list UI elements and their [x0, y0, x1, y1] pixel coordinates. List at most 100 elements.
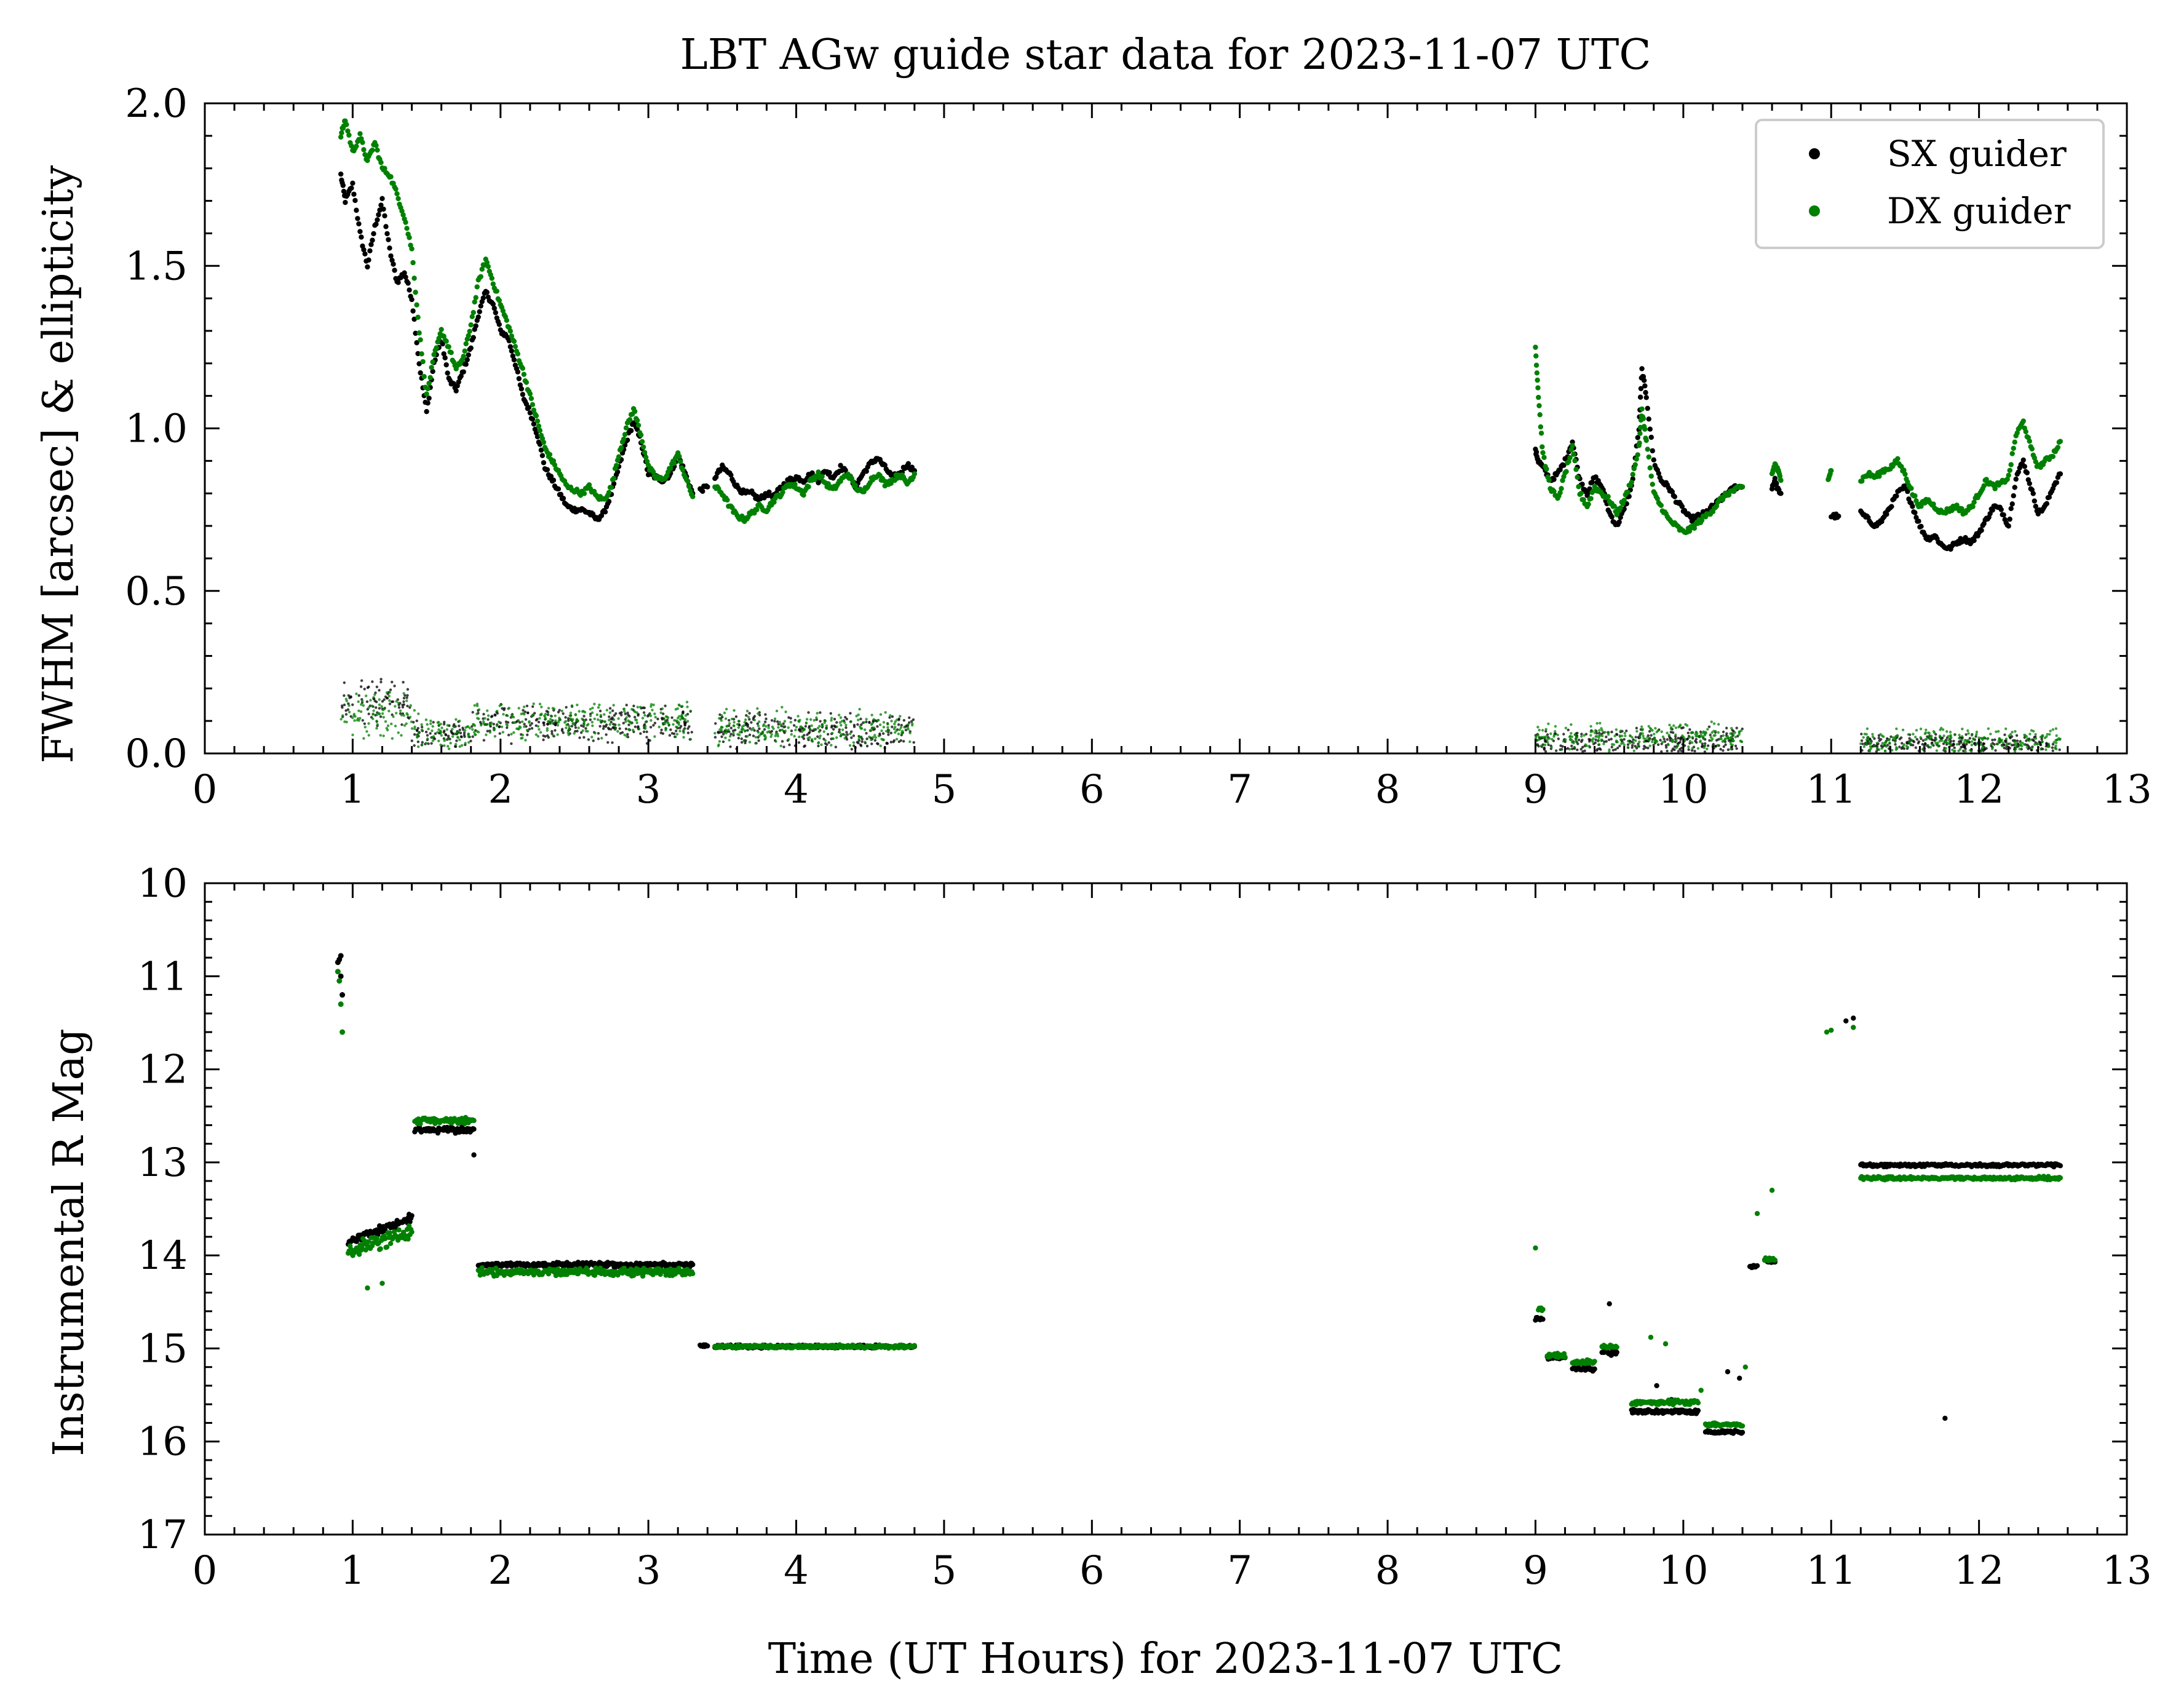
- ellipticity-point-dx: [1642, 740, 1646, 744]
- ellipticity-point-sx: [1963, 745, 1966, 749]
- ellipticity-point-dx: [623, 710, 626, 713]
- ellipticity-point-dx: [1595, 721, 1599, 725]
- ellipticity-point-dx: [1964, 750, 1967, 753]
- ellipticity-point-dx: [758, 734, 761, 737]
- ellipticity-point-dx: [774, 740, 777, 743]
- ellipticity-point-sx: [750, 721, 753, 724]
- ellipticity-point-dx: [1729, 747, 1733, 751]
- mag-point-sx: [409, 1213, 415, 1218]
- ellipticity-point-dx: [532, 702, 535, 705]
- ellipticity-point-dx: [1717, 731, 1720, 734]
- fwhm-point-sx: [1642, 383, 1648, 389]
- ellipticity-point-dx: [385, 691, 389, 694]
- ellipticity-point-dx: [1938, 739, 1942, 743]
- ellipticity-point-sx: [1953, 746, 1956, 750]
- fwhm-point-sx: [827, 470, 832, 475]
- ellipticity-point-dx: [801, 735, 804, 738]
- ellipticity-point-sx: [510, 742, 513, 745]
- ellipticity-point-sx: [838, 728, 841, 731]
- ellipticity-point-dx: [798, 735, 801, 739]
- ellipticity-point-sx: [782, 722, 785, 725]
- fwhm-point-dx: [1635, 452, 1640, 458]
- ellipticity-point-dx: [538, 717, 541, 720]
- fwhm-point-dx: [1533, 344, 1538, 350]
- ellipticity-point-dx: [405, 722, 408, 725]
- ellipticity-point-dx: [565, 726, 568, 729]
- ellipticity-point-sx: [1592, 742, 1595, 745]
- ellipticity-point-sx: [1631, 746, 1634, 749]
- ellipticity-point-dx: [464, 726, 467, 729]
- top-y-axis-label: FWHM [arcsec] & ellipticity: [34, 165, 83, 763]
- ellipticity-point-sx: [1637, 742, 1640, 745]
- ellipticity-point-dx: [405, 699, 408, 702]
- ellipticity-point-dx: [431, 729, 434, 733]
- bottom-y-axis-label: Instrumental R Mag: [45, 1028, 93, 1456]
- ellipticity-point-dx: [1879, 733, 1882, 736]
- fwhm-point-dx: [1877, 474, 1882, 479]
- fwhm-point-sx: [464, 357, 470, 363]
- ellipticity-point-dx: [673, 719, 676, 722]
- ellipticity-point-dx: [1570, 735, 1574, 739]
- ellipticity-point-dx: [771, 725, 774, 729]
- fwhm-point-sx: [2016, 469, 2021, 475]
- ellipticity-point-sx: [770, 719, 774, 722]
- ellipticity-point-dx: [538, 702, 542, 705]
- ellipticity-point-dx: [1668, 723, 1671, 727]
- ellipticity-point-sx: [375, 701, 378, 704]
- ellipticity-point-sx: [1579, 747, 1583, 751]
- ellipticity-point-sx: [528, 728, 531, 731]
- ellipticity-point-dx: [801, 730, 804, 733]
- ellipticity-point-dx: [558, 717, 561, 720]
- ellipticity-point-dx: [767, 726, 770, 729]
- fwhm-point-dx: [419, 351, 424, 357]
- ellipticity-point-sx: [471, 710, 474, 714]
- fwhm-point-sx: [2020, 457, 2026, 463]
- ellipticity-point-sx: [798, 728, 801, 732]
- ellipticity-point-dx: [1990, 742, 1993, 746]
- fwhm-point-dx: [484, 260, 490, 265]
- ellipticity-point-dx: [473, 704, 476, 707]
- ellipticity-point-dx: [820, 723, 824, 726]
- ellipticity-point-dx: [1723, 738, 1726, 742]
- fwhm-point-dx: [500, 308, 506, 314]
- ellipticity-point-dx: [667, 724, 670, 727]
- ellipticity-point-dx: [857, 735, 861, 739]
- ellipticity-point-dx: [653, 712, 656, 715]
- fwhm-point-sx: [381, 206, 386, 212]
- fwhm-point-dx: [780, 490, 785, 495]
- ellipticity-point-sx: [379, 678, 383, 681]
- ellipticity-point-sx: [1537, 745, 1540, 748]
- ellipticity-point-dx: [382, 715, 385, 719]
- fwhm-point-sx: [445, 370, 450, 376]
- ellipticity-point-sx: [560, 729, 564, 733]
- fwhm-point-dx: [462, 348, 467, 354]
- ellipticity-point-sx: [627, 723, 630, 726]
- ellipticity-point-sx: [674, 729, 678, 733]
- ellipticity-point-sx: [1634, 745, 1637, 748]
- fwhm-point-sx: [1963, 534, 1968, 541]
- ellipticity-point-dx: [1564, 726, 1568, 729]
- fwhm-point-sx: [705, 484, 710, 490]
- ellipticity-point-dx: [1569, 737, 1572, 741]
- fwhm-point-dx: [485, 264, 491, 269]
- fwhm-point-sx: [402, 270, 407, 276]
- fwhm-point-sx: [1998, 507, 2004, 512]
- ellipticity-point-dx: [1585, 744, 1588, 747]
- ellipticity-point-sx: [891, 725, 894, 728]
- ellipticity-point-dx: [860, 727, 864, 730]
- ellipticity-point-dx: [616, 730, 619, 733]
- fwhm-point-sx: [2033, 504, 2038, 509]
- ellipticity-point-sx: [346, 708, 350, 711]
- ellipticity-point-dx: [400, 734, 403, 737]
- fwhm-point-dx: [1691, 525, 1698, 531]
- ellipticity-point-sx: [781, 740, 784, 743]
- ellipticity-point-sx: [1679, 738, 1682, 741]
- ellipticity-point-dx: [439, 744, 442, 747]
- ellipticity-point-dx: [370, 704, 373, 707]
- fwhm-point-dx: [504, 317, 509, 324]
- ellipticity-point-dx: [456, 736, 459, 739]
- ellipticity-point-dx: [372, 696, 375, 699]
- ellipticity-point-sx: [1993, 738, 1996, 741]
- ellipticity-point-dx: [443, 744, 446, 747]
- ellipticity-point-dx: [744, 718, 747, 721]
